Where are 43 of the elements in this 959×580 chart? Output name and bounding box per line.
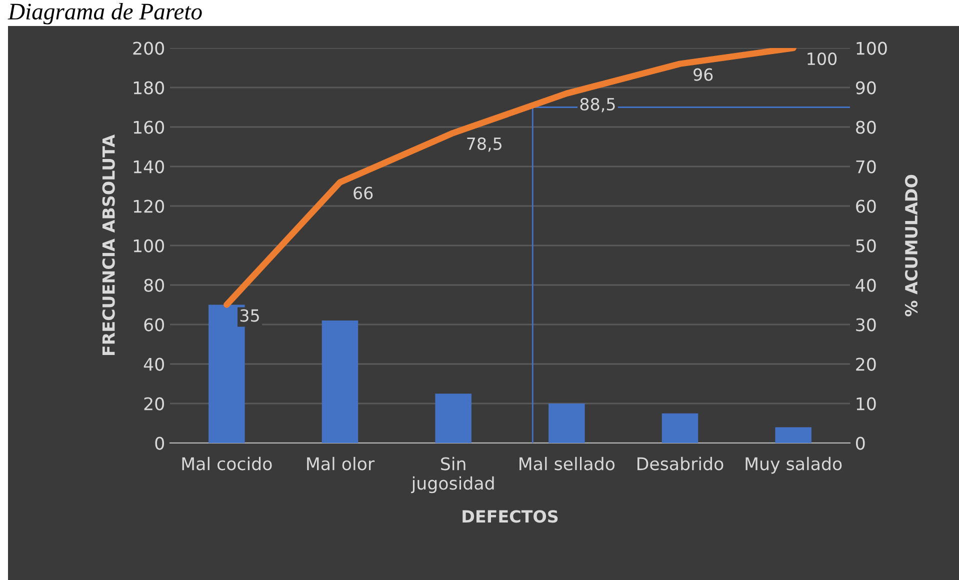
x-tick-label: Mal sellado: [520, 456, 615, 470]
x-tick-label: Muy salado: [746, 456, 842, 474]
y2-tick-label: 70: [856, 160, 876, 174]
x-axis-title: DEFECTOS: [462, 510, 558, 523]
y-tick-label: 80: [144, 278, 164, 292]
y2-axis-title: % ACUMULADO: [904, 174, 918, 316]
x-tick-label: Mal olor: [307, 456, 375, 470]
data-label: 100: [808, 52, 837, 66]
x-tick-label: Desabrido: [638, 456, 724, 470]
bar: [548, 404, 585, 443]
y2-tick-label: 0: [856, 436, 865, 450]
y-tick-label: 60: [144, 318, 164, 332]
y2-tick-label: 90: [856, 81, 876, 94]
y2-tick-label: 20: [856, 358, 876, 371]
y-tick-label: 20: [144, 397, 164, 410]
data-label: 66: [354, 186, 373, 200]
y-tick-label: 140: [134, 160, 164, 174]
x-tick-label: Mal cocido: [182, 456, 272, 470]
y2-tick-label: 60: [856, 200, 876, 213]
y2-tick-label: 40: [856, 278, 876, 292]
y2-tick-label: 30: [856, 318, 876, 332]
y2-tick-label: 80: [856, 120, 876, 134]
bar: [435, 394, 472, 443]
bar: [322, 320, 358, 443]
data-label: 96: [694, 68, 713, 81]
bar: [662, 413, 698, 443]
x-tick-label: Sin jugosidad: [411, 456, 494, 494]
chart-title: Diagrama de Pareto: [8, 3, 202, 24]
y-tick-label: 180: [134, 81, 164, 94]
bar: [775, 427, 812, 443]
y-tick-label: 160: [134, 120, 164, 134]
y-tick-label: 200: [133, 42, 164, 55]
y2-tick-label: 10: [856, 397, 876, 410]
y-tick-label: 120: [134, 200, 164, 213]
y2-tick-label: 50: [856, 239, 876, 252]
data-label: 88,5: [580, 98, 615, 112]
data-label: 35: [240, 309, 259, 322]
y-tick-label: 0: [155, 436, 164, 450]
data-label: 78,5: [467, 137, 502, 152]
y-tick-label: 40: [144, 358, 164, 371]
y2-tick-label: 100: [856, 42, 887, 55]
y-tick-label: 100: [134, 239, 164, 252]
y-axis-title: FRECUENCIA ABSOLUTA: [102, 134, 115, 356]
